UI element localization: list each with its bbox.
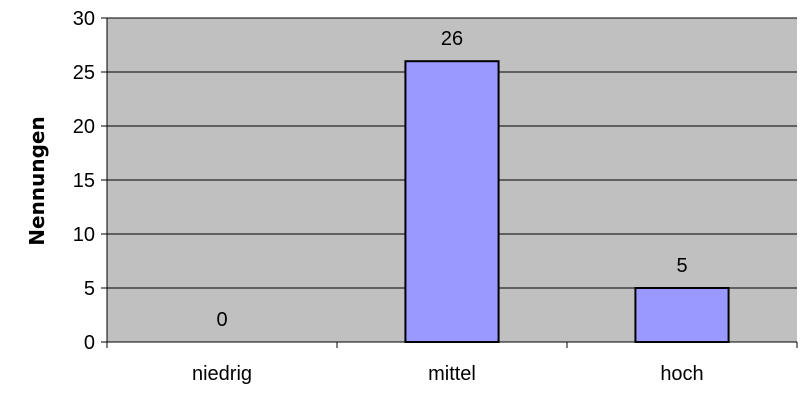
x-tick-label: mittel bbox=[428, 363, 476, 385]
y-axis-ticks: 0 5 10 15 20 25 30 bbox=[73, 8, 107, 354]
data-label: 26 bbox=[441, 28, 463, 50]
data-labels: 0 26 5 bbox=[216, 28, 687, 331]
y-tick-label: 20 bbox=[73, 116, 95, 138]
y-tick-label: 30 bbox=[73, 8, 95, 30]
bars bbox=[404, 60, 730, 343]
bar-hoch bbox=[634, 287, 730, 343]
x-tick-label: niedrig bbox=[192, 363, 252, 385]
y-tick-label: 0 bbox=[84, 332, 95, 354]
data-label: 5 bbox=[676, 255, 687, 277]
bar-mittel bbox=[404, 60, 500, 343]
y-tick-label: 10 bbox=[73, 224, 95, 246]
y-tick-label: 5 bbox=[84, 278, 95, 300]
y-axis-title: Nennungen bbox=[25, 116, 49, 245]
y-tick-label: 15 bbox=[73, 170, 95, 192]
x-tick-label: hoch bbox=[660, 363, 703, 385]
x-axis-ticks: niedrig mittel hoch bbox=[106, 342, 798, 385]
y-tick-label: 25 bbox=[73, 62, 95, 84]
data-label: 0 bbox=[216, 309, 227, 331]
